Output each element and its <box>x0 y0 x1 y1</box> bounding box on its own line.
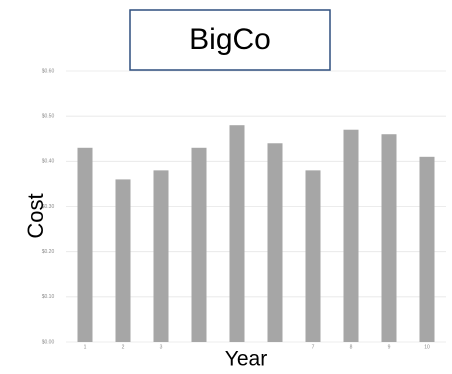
bar <box>267 143 283 342</box>
x-tick-label: 8 <box>350 344 353 350</box>
x-tick-label: 9 <box>388 344 391 350</box>
x-tick-label: 3 <box>160 344 163 350</box>
y-tick-label: $0.40 <box>42 159 55 165</box>
bar <box>419 156 435 342</box>
y-tick-label: $0.30 <box>42 204 55 210</box>
y-tick-label: $0.20 <box>42 249 55 255</box>
bar <box>229 125 245 342</box>
x-tick-label: 10 <box>424 344 430 350</box>
title-box <box>129 9 331 71</box>
bar <box>343 129 359 342</box>
chart-title: BigCo <box>189 23 271 56</box>
bar <box>77 147 93 342</box>
y-tick-label: $0.50 <box>42 113 55 119</box>
bar <box>153 170 169 342</box>
x-axis-label: Year <box>225 348 267 371</box>
bar <box>381 134 397 342</box>
y-tick-label: $0.60 <box>42 68 55 74</box>
x-tick-label: 2 <box>122 344 125 350</box>
bar <box>191 147 207 342</box>
x-tick-label: 1 <box>84 344 87 350</box>
y-tick-label: $0.00 <box>42 339 55 345</box>
bar <box>115 179 131 342</box>
x-tick-label: 7 <box>312 344 315 350</box>
y-axis-label: Cost <box>23 193 48 238</box>
x-label-bg <box>215 345 277 374</box>
bar <box>305 170 321 342</box>
y-tick-label: $0.10 <box>42 294 55 300</box>
